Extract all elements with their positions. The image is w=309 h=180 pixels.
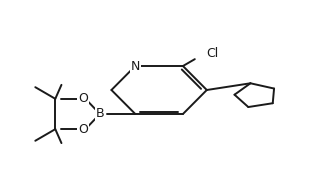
- Text: O: O: [78, 92, 88, 105]
- Text: Cl: Cl: [206, 47, 218, 60]
- Text: O: O: [78, 123, 88, 136]
- Text: N: N: [131, 60, 140, 73]
- Text: B: B: [95, 107, 104, 120]
